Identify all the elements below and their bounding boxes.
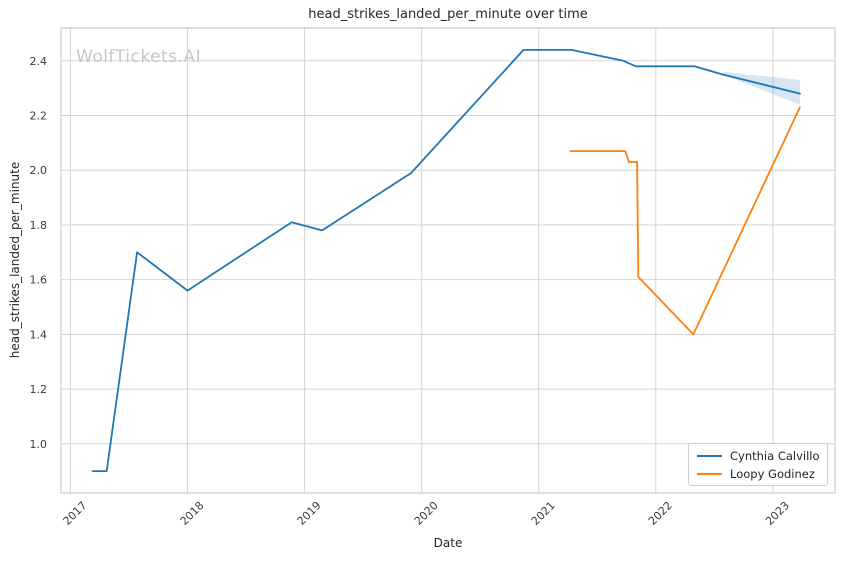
legend-line-swatch-orange — [697, 472, 722, 475]
y-tick-label: 2.2 — [30, 110, 48, 123]
legend-entry-cynthia-calvillo: Cynthia Calvillo — [697, 448, 820, 463]
x-tick-label: 2023 — [763, 499, 792, 528]
chart-title: head_strikes_landed_per_minute over time — [308, 7, 588, 22]
y-tick-label: 1.2 — [30, 383, 48, 396]
watermark: WolfTickets.AI — [76, 47, 202, 67]
series-line-loopy-godinez — [569, 106, 801, 336]
legend-label: Cynthia Calvillo — [730, 448, 820, 463]
x-tick-label: 2022 — [646, 499, 675, 528]
y-tick-label: 1.0 — [30, 438, 48, 451]
y-tick-label: 2.4 — [30, 55, 48, 68]
legend-line-swatch-blue — [697, 454, 722, 457]
x-axis-title: Date — [433, 536, 463, 550]
x-tick-label: 2020 — [412, 499, 441, 528]
x-tick-label: 2017 — [61, 499, 90, 528]
x-tick-label: 2021 — [529, 499, 558, 528]
y-tick-label: 2.0 — [30, 164, 48, 177]
series-line-cynthia-calvillo — [91, 49, 801, 473]
x-tick-label: 2019 — [295, 499, 324, 528]
axes-spines — [60, 27, 836, 494]
y-axis-title: head_strikes_landed_per_minute — [8, 161, 22, 359]
legend-entry-loopy-godinez: Loopy Godinez — [697, 466, 819, 481]
x-tick-label: 2018 — [178, 499, 207, 528]
y-tick-label: 1.6 — [30, 274, 48, 287]
y-tick-label: 1.4 — [30, 328, 48, 341]
y-tick-label: 1.8 — [30, 219, 48, 232]
legend-label: Loopy Godinez — [730, 466, 815, 481]
legend: Cynthia Calvillo Loopy Godinez — [688, 443, 828, 486]
